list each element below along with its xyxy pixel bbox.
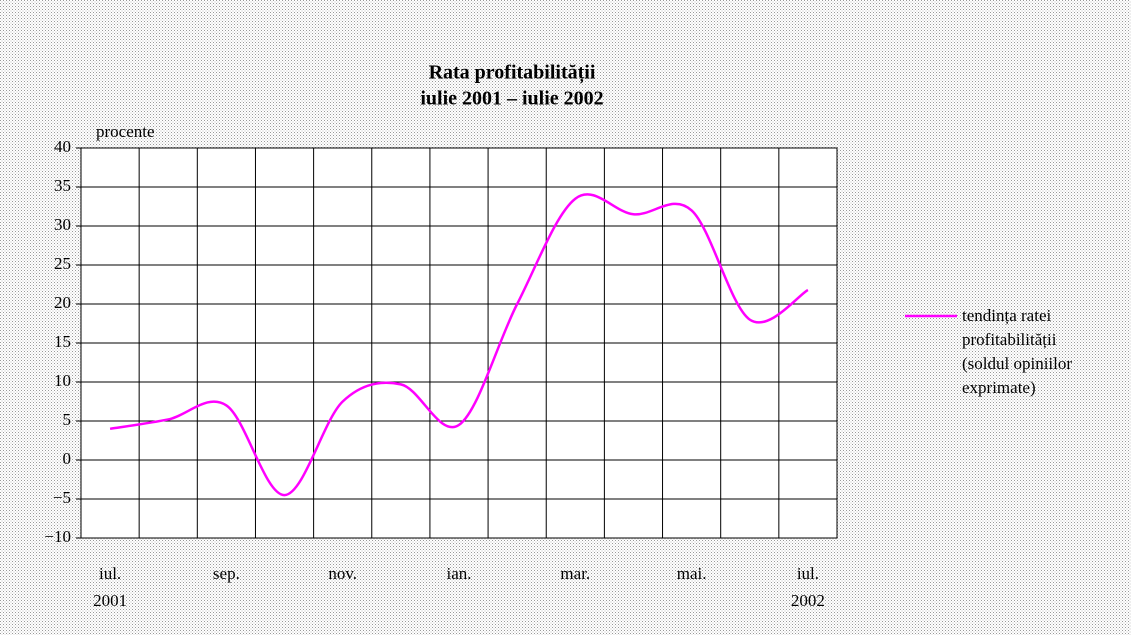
plot-border: [80, 147, 838, 539]
legend-box: tendința ratei profitabilității (soldul …: [962, 306, 1073, 397]
x-tick-label: mar.: [560, 564, 590, 583]
y-tick-label: 15: [54, 332, 71, 351]
x-tick-label: sep.: [213, 564, 240, 583]
x-tick-label: ian.: [446, 564, 471, 583]
y-tick-label: 10: [54, 371, 71, 390]
x-tick-label: iul.: [797, 564, 819, 583]
y-tick-label: 40: [54, 137, 71, 156]
legend-label: tendința ratei profitabilității (soldul …: [962, 306, 1073, 397]
x-year-label: 2002: [791, 591, 825, 610]
chart-title: Rata profitabilității: [429, 62, 596, 85]
y-tick-label: 20: [54, 293, 71, 312]
x-tick-label: nov.: [328, 564, 357, 583]
x-tick-label: mai.: [677, 564, 707, 583]
y-tick-label: 0: [63, 449, 72, 468]
y-axis-label: procente: [96, 122, 155, 141]
y-tick-label: 35: [54, 176, 71, 195]
y-tick-label: 25: [54, 254, 71, 273]
chart-subtitle: iulie 2001 – iulie 2002: [420, 88, 603, 110]
y-tick-label: 30: [54, 215, 71, 234]
x-tick-label: iul.: [99, 564, 121, 583]
y-tick-label: −10: [44, 527, 71, 546]
data-line: [109, 193, 809, 497]
y-tick-label: 5: [63, 410, 72, 429]
x-year-label: 2001: [93, 591, 127, 610]
y-tick-label: −5: [53, 488, 71, 507]
